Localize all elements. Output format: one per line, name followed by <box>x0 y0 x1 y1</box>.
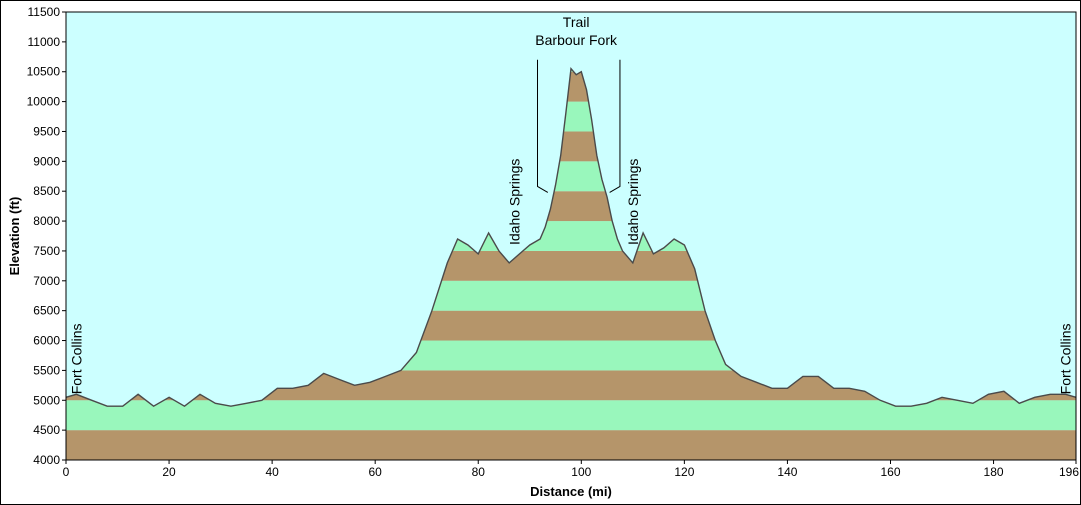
x-tick-label: 180 <box>984 465 1004 479</box>
y-tick-label: 7500 <box>33 244 60 258</box>
y-tick-label: 10500 <box>27 65 61 79</box>
annotation-label: Trail <box>563 14 590 30</box>
x-tick-label: 100 <box>571 465 591 479</box>
y-axis-ticks: 4000 4500 5000 5500 6000 6500 7000 7500 8000 8500… <box>27 5 66 467</box>
annotations: Fort Collins Idaho Springs Idaho Springs Fo… <box>68 14 1073 394</box>
y-tick-label: 6000 <box>33 334 60 348</box>
plot-border <box>65 11 1077 461</box>
annotation-label: Fort Collins <box>68 324 84 395</box>
y-tick-label: 5000 <box>33 393 60 407</box>
x-tick-label: 80 <box>472 465 486 479</box>
y-tick-label: 6500 <box>33 304 60 318</box>
x-tick-label: 20 <box>162 465 176 479</box>
x-axis-title: Distance (mi) <box>530 484 612 499</box>
x-tick-label: 196 <box>1059 465 1079 479</box>
y-tick-label: 4000 <box>33 453 60 467</box>
y-tick-label: 9500 <box>33 124 60 138</box>
annotation-label: Barbour Fork <box>535 32 618 48</box>
y-tick-label: 8500 <box>33 184 60 198</box>
annotation-label: Idaho Springs <box>506 159 522 245</box>
y-tick-label: 4500 <box>33 423 60 437</box>
elevation-band <box>66 430 1076 460</box>
y-tick-label: 7000 <box>33 274 60 288</box>
x-axis-ticks: 0 20 40 60 80 100 120 140 160 180 196 <box>63 460 1079 479</box>
annotation-label: Fort Collins <box>1058 324 1074 395</box>
annotation-label: Idaho Springs <box>625 159 641 245</box>
x-tick-label: 160 <box>880 465 900 479</box>
y-tick-label: 11000 <box>28 35 61 49</box>
profile-outline <box>65 67 1077 408</box>
y-axis-title: Elevation (ft) <box>7 197 22 276</box>
x-tick-label: 40 <box>265 465 279 479</box>
elevation-band <box>66 400 1076 431</box>
x-tick-label: 0 <box>63 465 70 479</box>
y-tick-label: 5500 <box>33 363 60 377</box>
x-tick-label: 60 <box>369 465 383 479</box>
summit-leader-left <box>537 59 549 193</box>
annotation-leaders <box>537 59 621 193</box>
summit-leader-right <box>609 59 621 193</box>
x-tick-label: 140 <box>777 465 797 479</box>
y-tick-label: 9000 <box>33 154 60 168</box>
x-tick-label: 120 <box>674 465 694 479</box>
y-tick-label: 11500 <box>28 5 61 19</box>
y-tick-label: 10000 <box>27 95 61 109</box>
y-tick-label: 8000 <box>33 214 60 228</box>
